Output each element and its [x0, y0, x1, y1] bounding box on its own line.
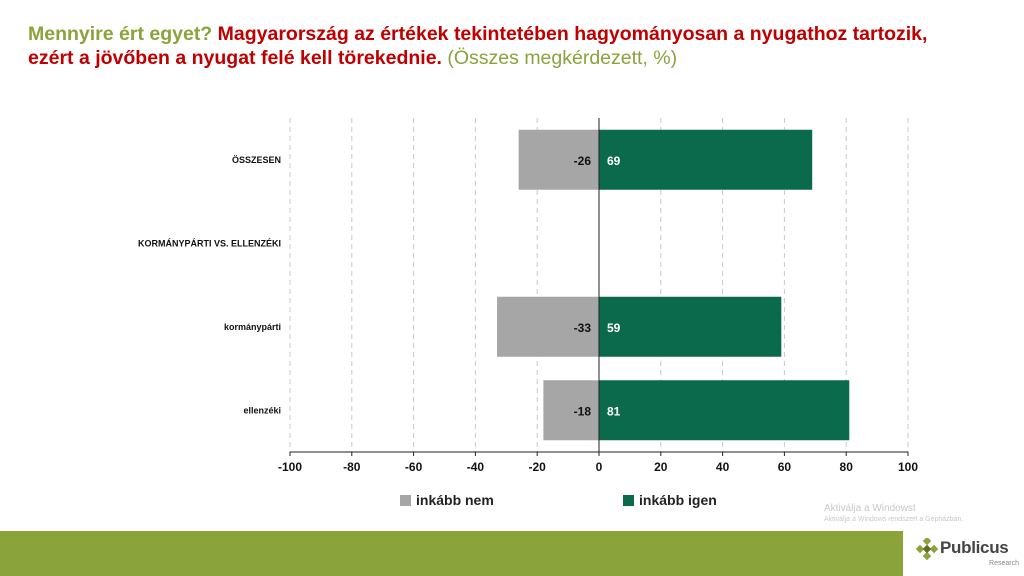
legend: inkább nem inkább igen — [0, 492, 1024, 512]
title-question: Mennyire ért egyet? — [28, 23, 213, 45]
category-label: kormánypárti — [224, 322, 281, 332]
bar-negative — [543, 380, 599, 441]
bar-negative — [497, 296, 599, 357]
watermark-line-1: Aktiválja a Windowst — [824, 503, 916, 514]
data-label: 81 — [607, 404, 621, 418]
publicus-logo-icon — [916, 538, 938, 560]
category-label: KORMÁNYPÁRTI VS. ELLENZÉKI — [138, 238, 281, 248]
chart-title: Mennyire ért egyet? Magyarország az érté… — [28, 22, 928, 70]
x-tick-label: -100 — [278, 460, 302, 474]
legend-label-negative: inkább nem — [416, 492, 494, 508]
legend-item-negative: inkább nem — [400, 492, 494, 508]
logo-text: Publicus — [940, 538, 1009, 557]
bar-negative — [518, 129, 599, 190]
category-label: ÖSSZESEN — [232, 155, 281, 165]
title-scope: (Összes megkérdezett, %) — [447, 47, 678, 69]
x-tick-label: 20 — [654, 460, 668, 474]
data-label: 59 — [607, 321, 621, 335]
legend-item-positive: inkább igen — [623, 492, 717, 508]
legend-swatch-negative — [400, 494, 411, 506]
footer-band — [0, 531, 903, 576]
windows-activation-watermark: Aktiválja a Windowst Aktiválja a Windows… — [824, 503, 963, 523]
bar-positive — [599, 296, 782, 357]
data-label: -18 — [574, 404, 592, 418]
x-tick-label: 80 — [840, 460, 854, 474]
title-statement: Magyarország az értékek tekintetében hag… — [28, 23, 928, 69]
watermark-line-2: Aktiválja a Windows rendszert a Gépházba… — [824, 516, 964, 523]
x-tick-label: 100 — [898, 460, 918, 474]
legend-swatch-positive — [623, 494, 634, 506]
publicus-logo: Publicus Research — [916, 536, 1021, 572]
data-label: -26 — [574, 154, 592, 168]
x-tick-label: 60 — [778, 460, 792, 474]
data-label: -33 — [574, 321, 592, 335]
bar-positive — [599, 129, 813, 190]
diverging-bar-chart: ÖSSZESEN KORMÁNYPÁRTI VS. ELLENZÉKI kormán… — [138, 118, 918, 474]
data-label: 69 — [607, 154, 621, 168]
x-tick-label: -60 — [405, 460, 423, 474]
logo-subtext: Research — [989, 560, 1019, 567]
x-tick-label: -80 — [343, 460, 361, 474]
x-tick-label: 40 — [716, 460, 730, 474]
legend-label-positive: inkább igen — [639, 492, 717, 508]
x-tick-label: -20 — [529, 460, 547, 474]
bar-positive — [599, 380, 850, 441]
x-tick-label: 0 — [596, 460, 603, 474]
category-label: ellenzéki — [243, 405, 281, 415]
x-tick-label: -40 — [467, 460, 485, 474]
